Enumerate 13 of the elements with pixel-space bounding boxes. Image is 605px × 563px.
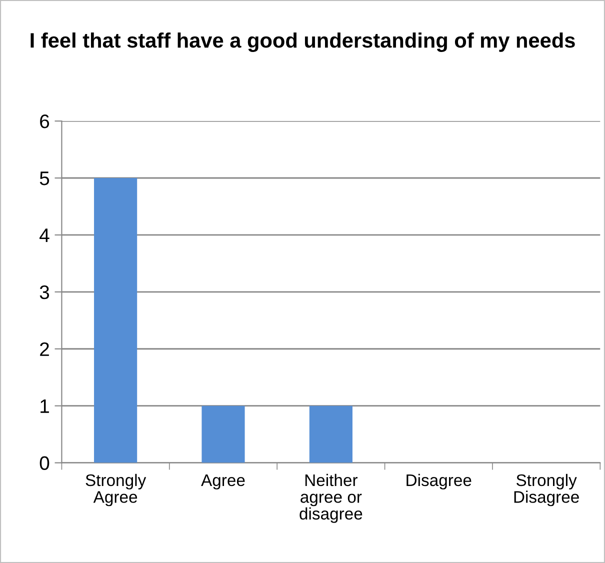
- y-tick-label: 1: [40, 400, 49, 413]
- y-tick-label: 5: [40, 172, 50, 186]
- x-tick-label: Neither agree or disagree: [300, 474, 362, 523]
- x-tick-label: Strongly Agree: [86, 474, 146, 506]
- chart-title: I feel that staff have a good understanding of my needs: [30, 32, 575, 52]
- y-tick-label: 0: [40, 456, 50, 470]
- x-tick-label: Agree: [201, 474, 245, 490]
- y-tick-label: 4: [40, 228, 50, 242]
- y-tick-label: 6: [40, 114, 50, 128]
- x-tick-label: Strongly Disagree: [514, 474, 579, 506]
- y-tick-label: 2: [40, 342, 49, 356]
- x-tick-label: Disagree: [406, 474, 472, 490]
- y-tick-label: 3: [40, 285, 50, 300]
